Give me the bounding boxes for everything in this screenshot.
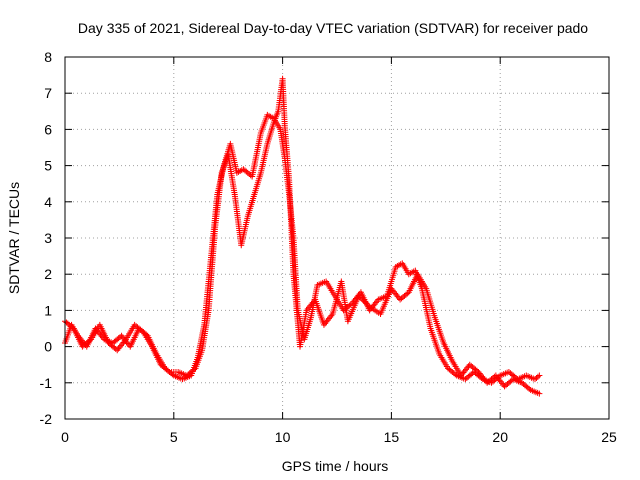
x-tick-label: 25 — [601, 429, 617, 445]
data-point — [536, 390, 543, 397]
data-point-fill — [473, 367, 480, 374]
x-tick-label: 10 — [275, 429, 291, 445]
x-tick-label: 0 — [61, 429, 69, 445]
y-tick-label: 4 — [44, 194, 52, 210]
data-point-fill — [534, 373, 541, 380]
y-tick-label: 3 — [44, 230, 52, 246]
data-point-fill — [69, 324, 76, 331]
y-tick-label: 7 — [44, 85, 52, 101]
data-point-fill — [452, 371, 459, 378]
grid-lines — [65, 57, 609, 419]
x-tick-label: 20 — [492, 429, 508, 445]
data-point-fill — [347, 301, 354, 308]
x-tick-label: 15 — [384, 429, 400, 445]
y-tick-label: 6 — [44, 121, 52, 137]
y-tick-label: -1 — [40, 375, 53, 391]
y-tick-label: 1 — [44, 302, 52, 318]
y-axis-label: SDTVAR / TECUs — [6, 182, 22, 294]
data-point-fill — [138, 327, 145, 334]
y-tick-label: -2 — [40, 411, 53, 427]
y-tick-label: 5 — [44, 158, 52, 174]
y-tick-label: 8 — [44, 49, 52, 65]
data-point-fill — [404, 290, 411, 297]
data-point-fill — [164, 367, 171, 374]
data-point-fill — [526, 385, 533, 392]
chart-title: Day 335 of 2021, Sidereal Day-to-day VTE… — [78, 20, 588, 36]
data-point-fill — [191, 366, 198, 373]
y-tick-label: 2 — [44, 266, 52, 282]
x-tick-label: 5 — [170, 429, 178, 445]
x-axis-label: GPS time / hours — [282, 458, 389, 474]
axis-ticks: 0 5 10 15 20 25 -2 -1 0 1 2 3 4 5 6 7 8 — [40, 49, 617, 445]
data-point — [536, 372, 543, 379]
data-points — [62, 75, 543, 397]
data-point-fill — [86, 337, 93, 344]
y-tick-label: 0 — [44, 339, 52, 355]
